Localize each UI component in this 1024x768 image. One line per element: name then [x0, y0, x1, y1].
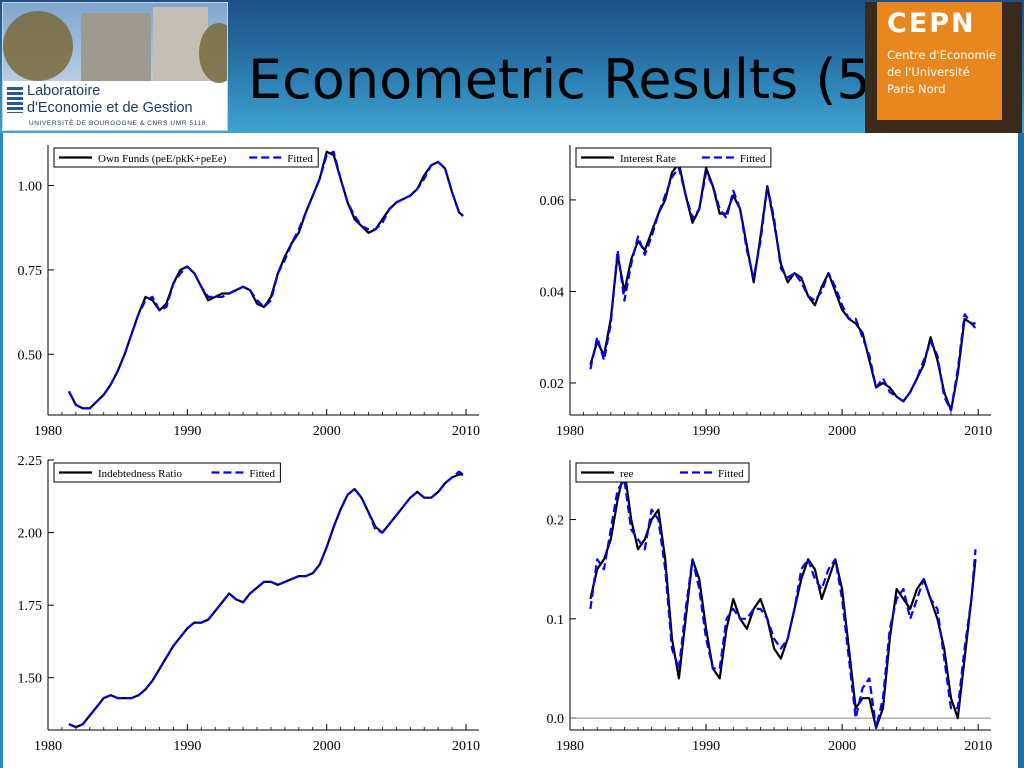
slide-title: Econometric Results (5) — [248, 48, 892, 111]
x-tick-label: 1990 — [173, 739, 201, 754]
legend-label-fitted: Fitted — [740, 153, 766, 165]
slide-header: Laboratoire d'Economie et de Gestion UNI… — [0, 0, 1024, 133]
cepn-logo-line: de l'Université — [887, 65, 970, 79]
y-tick-label: 0.04 — [540, 285, 565, 300]
slide-right-edge — [1018, 133, 1024, 768]
series-fitted-line — [67, 150, 464, 410]
x-tick-label: 1990 — [692, 739, 720, 754]
legend-label-fitted: Fitted — [249, 468, 275, 480]
cepn-logo-panel: CEPN Centre d'Economie de l'Université P… — [877, 2, 1002, 120]
y-tick-label: 2.00 — [18, 527, 43, 542]
x-tick-label: 1990 — [692, 424, 720, 439]
y-tick-label: 0.1 — [547, 613, 565, 628]
y-tick-label: 0.50 — [18, 348, 43, 363]
laboratory-name: Laboratoire d'Economie et de Gestion — [27, 83, 193, 117]
y-tick-label: 0.75 — [18, 264, 43, 279]
y-tick-label: 1.50 — [18, 672, 43, 687]
y-tick-label: 0.02 — [540, 377, 565, 392]
x-tick-label: 2000 — [313, 424, 341, 439]
legend-label-fitted: Fitted — [287, 153, 313, 165]
y-tick-label: 1.75 — [18, 599, 43, 614]
series-actual-line — [589, 468, 977, 730]
x-tick-label: 1990 — [173, 424, 201, 439]
legend-label-actual: ree — [620, 468, 634, 480]
cepn-logo-name: CEPN — [887, 8, 976, 39]
legend-box — [575, 147, 772, 168]
series-fitted-line — [589, 166, 977, 412]
y-tick-label: 0.2 — [547, 514, 565, 529]
series-fitted-line — [68, 470, 464, 729]
y-tick-label: 1.00 — [18, 180, 43, 195]
laboratory-name-line2: d'Economie et de Gestion — [27, 100, 193, 116]
cepn-logo: CEPN Centre d'Economie de l'Université P… — [865, 2, 1022, 133]
x-tick-label: 1980 — [556, 739, 584, 754]
x-tick-label: 2010 — [452, 739, 480, 754]
legend-box — [53, 147, 319, 168]
series-fitted-line — [589, 478, 977, 730]
series-actual-line — [68, 473, 464, 729]
x-tick-label: 2010 — [964, 424, 992, 439]
legend-box — [575, 462, 750, 483]
x-tick-label: 2010 — [452, 424, 480, 439]
building-photo — [3, 3, 227, 83]
cepn-logo-line: Paris Nord — [887, 82, 946, 96]
chart-ree: 1980 1990 2000 2010 0.0 0.1 0.2 ree Fitted — [547, 460, 992, 754]
chart-indebtedness-ratio: 1980 1990 2000 2010 1.50 1.75 2.00 2.25 Indebted… — [18, 454, 481, 754]
legend-box — [53, 462, 281, 483]
chart-own-funds: 1980 1990 2000 2010 0.50 0.75 1.00 Own Funds (p… — [18, 145, 480, 439]
y-tick-label: 2.25 — [18, 454, 43, 469]
x-tick-label: 1980 — [556, 424, 584, 439]
slide-left-edge — [0, 133, 3, 768]
legend-label-actual: Interest Rate — [620, 153, 676, 165]
x-tick-label: 2000 — [828, 424, 856, 439]
legend-label-actual: Own Funds (peE/pkK+peEe) — [98, 153, 227, 165]
laboratory-mark-icon — [7, 87, 23, 113]
legend-label-fitted: Fitted — [718, 468, 744, 480]
x-tick-label: 2010 — [964, 739, 992, 754]
laboratory-subline: UNIVERSITÉ DE BOURGOGNE & CNRS UMR 5118 — [29, 120, 206, 127]
chart-interest-rate: 1980 1990 2000 2010 0.02 0.04 0.06 Interest Rat… — [540, 145, 992, 439]
x-tick-label: 2000 — [828, 739, 856, 754]
y-tick-label: 0.0 — [547, 712, 565, 727]
x-tick-label: 1980 — [34, 739, 62, 754]
legend-label-actual: Indebtedness Ratio — [98, 468, 183, 480]
laboratory-name-line1: Laboratoire — [27, 83, 101, 99]
x-tick-label: 2000 — [313, 739, 341, 754]
y-tick-label: 0.06 — [540, 194, 565, 209]
x-tick-label: 1980 — [34, 424, 62, 439]
cepn-logo-line: Centre d'Economie — [887, 48, 996, 62]
series-actual-line — [67, 150, 464, 410]
laboratory-logo: Laboratoire d'Economie et de Gestion UNI… — [2, 2, 228, 131]
